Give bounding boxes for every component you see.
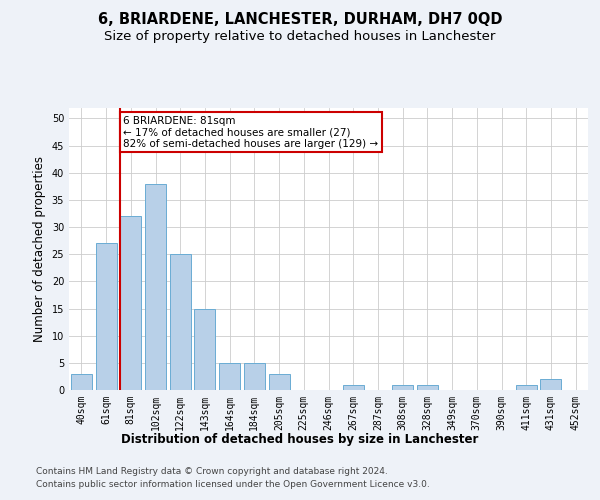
Bar bbox=[219, 363, 240, 390]
Bar bbox=[194, 308, 215, 390]
Bar bbox=[516, 384, 537, 390]
Bar bbox=[417, 384, 438, 390]
Bar bbox=[392, 384, 413, 390]
Bar bbox=[170, 254, 191, 390]
Bar bbox=[541, 379, 562, 390]
Bar bbox=[244, 363, 265, 390]
Bar bbox=[269, 374, 290, 390]
Bar bbox=[71, 374, 92, 390]
Bar bbox=[120, 216, 141, 390]
Text: Contains HM Land Registry data © Crown copyright and database right 2024.: Contains HM Land Registry data © Crown c… bbox=[36, 468, 388, 476]
Y-axis label: Number of detached properties: Number of detached properties bbox=[33, 156, 46, 342]
Text: Contains public sector information licensed under the Open Government Licence v3: Contains public sector information licen… bbox=[36, 480, 430, 489]
Text: 6 BRIARDENE: 81sqm
← 17% of detached houses are smaller (27)
82% of semi-detache: 6 BRIARDENE: 81sqm ← 17% of detached hou… bbox=[123, 116, 379, 149]
Bar bbox=[95, 244, 116, 390]
Text: Size of property relative to detached houses in Lanchester: Size of property relative to detached ho… bbox=[104, 30, 496, 43]
Text: Distribution of detached houses by size in Lanchester: Distribution of detached houses by size … bbox=[121, 432, 479, 446]
Bar bbox=[343, 384, 364, 390]
Text: 6, BRIARDENE, LANCHESTER, DURHAM, DH7 0QD: 6, BRIARDENE, LANCHESTER, DURHAM, DH7 0Q… bbox=[98, 12, 502, 28]
Bar bbox=[145, 184, 166, 390]
